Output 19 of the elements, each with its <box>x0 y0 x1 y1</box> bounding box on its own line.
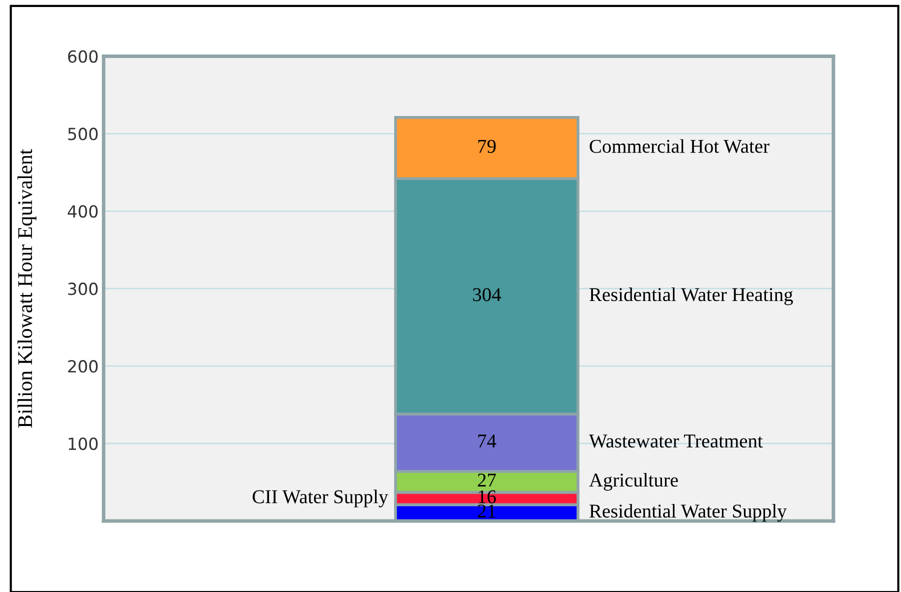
series-label: Residential Water Heating <box>590 288 793 306</box>
y-tick-label: 300 <box>68 282 98 296</box>
data-label: 21 <box>478 504 496 518</box>
y-tick-label: 400 <box>68 205 98 218</box>
data-label: 16 <box>478 490 496 504</box>
y-axis-title: Billion Kilowatt Hour Equivalent <box>17 148 36 428</box>
series-label: CII Water Supply <box>252 490 388 508</box>
y-tick-label: 500 <box>68 128 98 140</box>
y-tick-label: 100 <box>68 437 98 450</box>
data-label: 79 <box>478 140 496 153</box>
series-label: Commercial Hot Water <box>590 139 770 153</box>
y-tick-label: 600 <box>68 50 98 63</box>
series-label: Agriculture <box>589 473 678 491</box>
data-label: 27 <box>478 474 496 487</box>
data-label: 304 <box>473 288 502 302</box>
data-label: 74 <box>478 434 496 448</box>
series-label: Residential Water Supply <box>590 504 787 522</box>
series-label: Wastewater Treatment <box>588 434 763 448</box>
y-tick-label: 200 <box>68 360 98 373</box>
